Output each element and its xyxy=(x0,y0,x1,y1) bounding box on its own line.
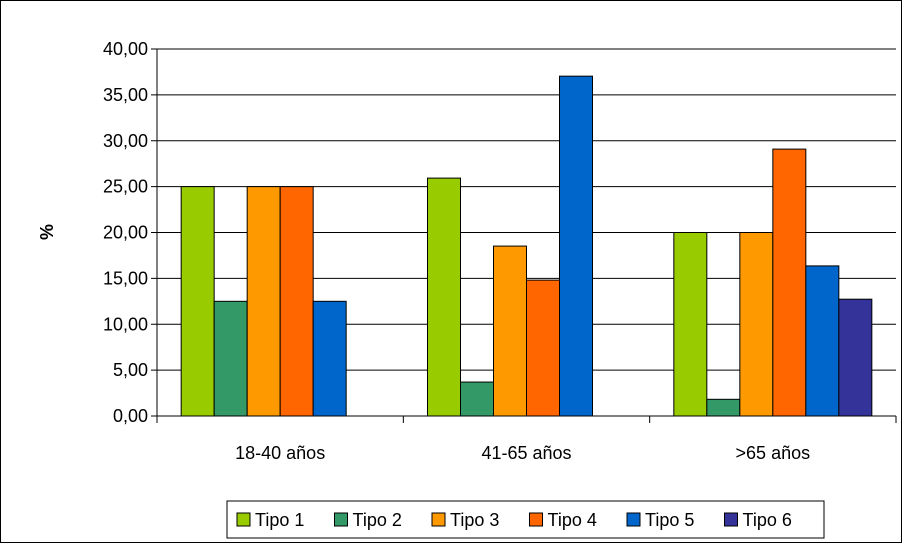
y-tick-label: 30,00 xyxy=(103,131,148,151)
y-axis-title: % xyxy=(37,224,57,240)
bar xyxy=(526,279,560,417)
x-category-label: 18-40 años xyxy=(235,443,325,463)
legend-label: Tipo 5 xyxy=(645,510,694,530)
legend-label: Tipo 3 xyxy=(450,510,499,530)
legend-swatch xyxy=(236,512,251,527)
bar xyxy=(493,245,527,417)
bar xyxy=(805,265,840,417)
y-tick-label: 20,00 xyxy=(103,223,148,243)
legend-label: Tipo 1 xyxy=(255,510,304,530)
legend-swatch xyxy=(334,512,348,527)
bar xyxy=(312,300,347,417)
bar xyxy=(673,232,708,417)
legend-label: Tipo 2 xyxy=(353,510,402,530)
legend-swatch xyxy=(724,512,738,527)
bar xyxy=(180,186,215,417)
bar xyxy=(279,186,314,417)
y-tick-labels: 0,00 5,00 10,00 15,00 20,00 25,00 30,00 35,00 40… xyxy=(103,39,148,426)
bar xyxy=(739,232,774,417)
bar xyxy=(246,186,281,417)
legend-swatch xyxy=(431,512,446,527)
bar xyxy=(460,381,494,417)
legend-swatch xyxy=(529,512,543,527)
y-tick-label: 15,00 xyxy=(103,268,148,288)
y-tick-label: 35,00 xyxy=(103,85,148,105)
y-tick-label: 10,00 xyxy=(103,314,148,334)
y-tick-label: 0,00 xyxy=(113,406,148,426)
bars xyxy=(180,75,873,417)
bar xyxy=(427,177,461,417)
x-category-label: 41-65 años xyxy=(481,443,571,463)
bar xyxy=(559,75,593,417)
bar xyxy=(838,298,873,417)
y-tick-label: 5,00 xyxy=(113,360,148,380)
legend-swatch xyxy=(626,512,641,527)
bar xyxy=(706,398,741,417)
legend: Tipo 1 Tipo 2 Tipo 3 Tipo 4 Tipo 5 Tipo 6 xyxy=(226,500,825,539)
legend-label: Tipo 6 xyxy=(743,510,792,530)
x-category-labels: 18-40 años 41-65 años >65 años xyxy=(235,443,810,463)
bar xyxy=(213,300,248,417)
axes xyxy=(156,49,897,423)
x-category-label: >65 años xyxy=(736,443,811,463)
y-tick-label: 40,00 xyxy=(103,39,148,59)
bar xyxy=(772,148,807,417)
legend-label: Tipo 4 xyxy=(548,510,597,530)
y-tick-label: 25,00 xyxy=(103,177,148,197)
